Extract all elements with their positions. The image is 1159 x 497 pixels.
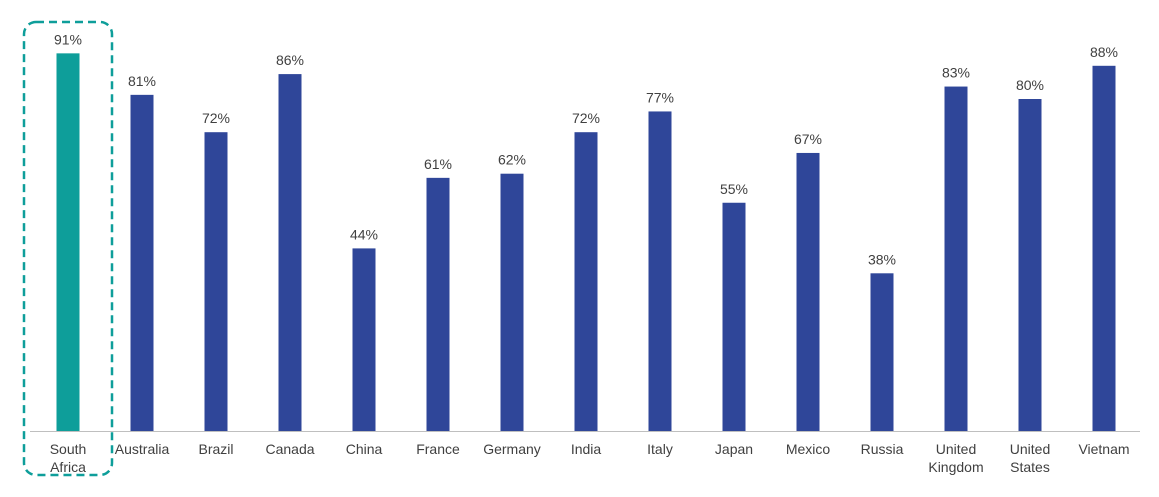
bar-1 [130, 94, 154, 431]
x-tick-label-line: United [936, 441, 976, 457]
data-label-9: 55% [720, 181, 748, 197]
bar-3 [278, 74, 302, 431]
x-tick-label-line: France [416, 441, 460, 457]
x-tick-label-6: Germany [483, 441, 541, 457]
x-tick-label-line: States [1010, 459, 1050, 475]
x-tick-label-9: Japan [715, 441, 753, 457]
bar-0 [56, 53, 80, 431]
x-tick-label-line: South [50, 441, 87, 457]
bar-7 [574, 132, 598, 431]
x-tick-label-3: Canada [265, 441, 314, 457]
x-tick-label-line: Japan [715, 441, 753, 457]
x-tick-label-13: United States [1010, 441, 1050, 475]
data-label-5: 61% [424, 156, 452, 172]
x-tick-label-0: South Africa [50, 441, 87, 475]
bar-2 [204, 132, 228, 431]
bar-8 [648, 111, 672, 431]
bar-11 [870, 273, 894, 431]
data-label-8: 77% [646, 89, 674, 105]
x-tick-label-14: Vietnam [1078, 441, 1129, 457]
bar-10 [796, 152, 820, 431]
x-tick-label-7: India [571, 441, 602, 457]
x-tick-label-line: Mexico [786, 441, 831, 457]
x-tick-label-line: Germany [483, 441, 541, 457]
x-tick-label-line: Kingdom [928, 459, 983, 475]
x-tick-label-line: China [346, 441, 383, 457]
x-tick-label-8: Italy [647, 441, 673, 457]
data-label-11: 38% [868, 251, 896, 267]
bar-6 [500, 173, 524, 431]
x-tick-label-4: China [346, 441, 383, 457]
highlight-box [22, 20, 114, 477]
data-label-1: 81% [128, 73, 156, 89]
bar-13 [1018, 99, 1042, 431]
bar-9 [722, 202, 746, 431]
x-tick-label-2: Brazil [198, 441, 233, 457]
x-tick-label-10: Mexico [786, 441, 831, 457]
data-label-13: 80% [1016, 77, 1044, 93]
data-label-3: 86% [276, 52, 304, 68]
x-tick-label-1: Australia [115, 441, 170, 457]
data-label-2: 72% [202, 110, 230, 126]
data-label-4: 44% [350, 226, 378, 242]
data-label-14: 88% [1090, 44, 1118, 60]
x-tick-label-5: France [416, 441, 460, 457]
x-tick-label-line: India [571, 441, 602, 457]
data-label-0: 91% [54, 31, 82, 47]
x-tick-label-line: Brazil [198, 441, 233, 457]
bar-4 [352, 248, 376, 431]
data-label-12: 83% [942, 65, 970, 81]
x-tick-label-11: Russia [861, 441, 904, 457]
x-tick-label-line: Africa [50, 459, 86, 475]
data-label-7: 72% [572, 110, 600, 126]
x-tick-label-line: Italy [647, 441, 673, 457]
x-tick-label-line: Vietnam [1078, 441, 1129, 457]
data-label-6: 62% [498, 152, 526, 168]
x-tick-label-line: United [1010, 441, 1050, 457]
bar-14 [1092, 65, 1116, 432]
bar-12 [944, 86, 968, 432]
data-label-10: 67% [794, 131, 822, 147]
x-tick-label-line: Canada [265, 441, 314, 457]
x-tick-label-line: Russia [861, 441, 904, 457]
x-tick-label-12: United Kingdom [928, 441, 983, 475]
bar-5 [426, 177, 450, 431]
x-tick-label-line: Australia [115, 441, 170, 457]
